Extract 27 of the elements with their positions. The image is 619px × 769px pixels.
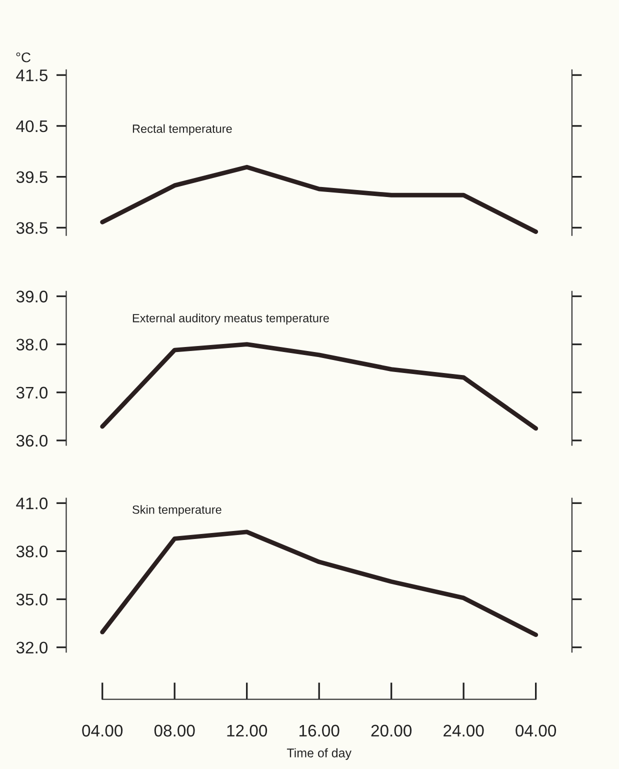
y-tick-label: 38.0 — [16, 546, 48, 558]
x-tick-label: 20.00 — [371, 724, 412, 737]
y-tick-label: 39.5 — [16, 171, 48, 184]
y-tick-label: 40.5 — [16, 120, 48, 132]
line-series — [100, 342, 538, 431]
x-tick-label: 04.00 — [516, 724, 556, 737]
y-tick-label: 41.5 — [16, 70, 48, 82]
x-axis-title: Time of day — [286, 748, 352, 760]
line-series — [100, 530, 538, 638]
x-tick-label: 16.00 — [300, 724, 340, 737]
y-tick-label: 38.0 — [16, 338, 48, 351]
line-series — [100, 164, 538, 234]
text: Rectal temperature — [132, 124, 232, 136]
y-tick-label: 32.0 — [16, 642, 48, 654]
x-tick-label: 12.00 — [227, 724, 268, 737]
text: External auditory meatus temperature — [132, 314, 329, 325]
y-axis-title: °C — [16, 52, 31, 62]
y-tick-label: 41.0 — [16, 498, 48, 510]
y-tick-label: 36.0 — [16, 434, 48, 447]
y-tick-label: 39.0 — [16, 290, 48, 302]
y-tick-label: 38.5 — [16, 222, 48, 234]
y-tick-label: 37.0 — [16, 386, 48, 399]
x-tick-label: 04.00 — [82, 724, 123, 737]
y-tick-label: 35.0 — [16, 594, 48, 606]
x-tick-label: 08.00 — [154, 724, 195, 737]
x-tick-label: 24.00 — [444, 724, 484, 737]
series-label: Skin temperature — [132, 505, 222, 516]
